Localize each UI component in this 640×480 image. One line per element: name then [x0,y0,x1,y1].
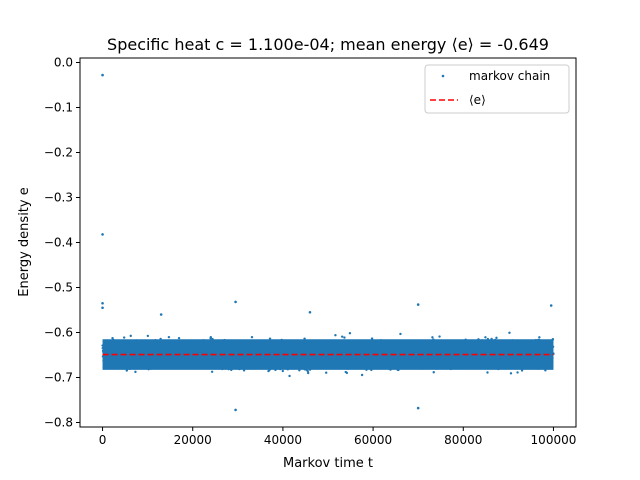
data-point [250,335,254,339]
data-point [360,373,364,377]
outlier-point [234,300,237,304]
data-point [432,371,435,374]
x-axis-label: Markov time t [283,456,373,471]
data-point [431,336,434,339]
data-point [281,369,284,373]
data-point [348,332,352,335]
x-tick-label: 100000 [531,433,577,447]
y-tick-label: −0.4 [44,236,73,250]
data-point [538,336,541,339]
data-point [325,371,328,374]
y-tick-label: −0.2 [44,146,73,160]
outlier-point [549,304,553,307]
data-point [516,371,519,374]
y-tick-label: −0.1 [44,101,73,115]
data-point [345,371,349,375]
x-axis: 0 20000 40000 60000 80000 100000 [99,427,577,447]
y-tick-label: −0.8 [44,416,73,430]
data-point [177,336,181,340]
data-point [167,335,171,339]
data-point [210,370,214,373]
data-point [340,335,344,338]
data-point [486,371,489,374]
y-tick-label: −0.6 [44,326,73,340]
outlier-point [159,313,163,316]
y-axis-label: Energy density e [17,187,32,296]
outlier-point [416,303,420,306]
data-point [343,336,346,339]
x-tick-label: 0 [99,433,107,447]
x-tick-label: 20000 [174,433,212,447]
data-point [334,334,337,337]
legend-label-mean: ⟨e⟩ [469,93,486,107]
data-point [288,374,291,378]
data-point [129,334,132,338]
y-tick-label: −0.7 [44,371,73,385]
data-point [399,332,402,336]
outlier-point [101,301,104,305]
plot-area [101,73,555,412]
y-tick-label: −0.5 [44,281,73,295]
y-tick-label: 0.0 [54,56,73,70]
x-tick-label: 60000 [354,433,392,447]
outlier-point [416,406,420,410]
data-point [495,336,498,340]
legend-marker-markov-chain [441,74,445,78]
data-point [509,372,513,375]
data-point [508,331,511,335]
outlier-point [308,310,312,314]
x-tick-label: 80000 [444,433,482,447]
chart-title: Specific heat c = 1.100e-04; mean energy… [107,35,549,54]
data-point [306,371,310,375]
outlier-point [234,408,237,412]
x-tick-label: 40000 [264,433,302,447]
data-point [520,369,524,372]
data-point [438,335,441,338]
data-points-layer [101,73,555,412]
data-point [146,334,150,338]
y-axis: 0.0 −0.1 −0.2 −0.3 −0.4 −0.5 −0.6 −0.7 −0.8 [44,56,80,430]
data-point [209,336,213,339]
data-point [484,336,487,339]
data-point [370,337,374,340]
data-point [122,336,126,339]
outlier-point [101,306,104,310]
legend-box [424,64,570,114]
outlier-point [101,73,104,77]
data-point [306,369,309,373]
y-tick-label: −0.3 [44,191,73,205]
outlier-point [101,233,104,236]
legend: markov chain ⟨e⟩ [424,64,570,114]
data-point [134,370,137,374]
legend-label-markov-chain: markov chain [469,69,550,83]
